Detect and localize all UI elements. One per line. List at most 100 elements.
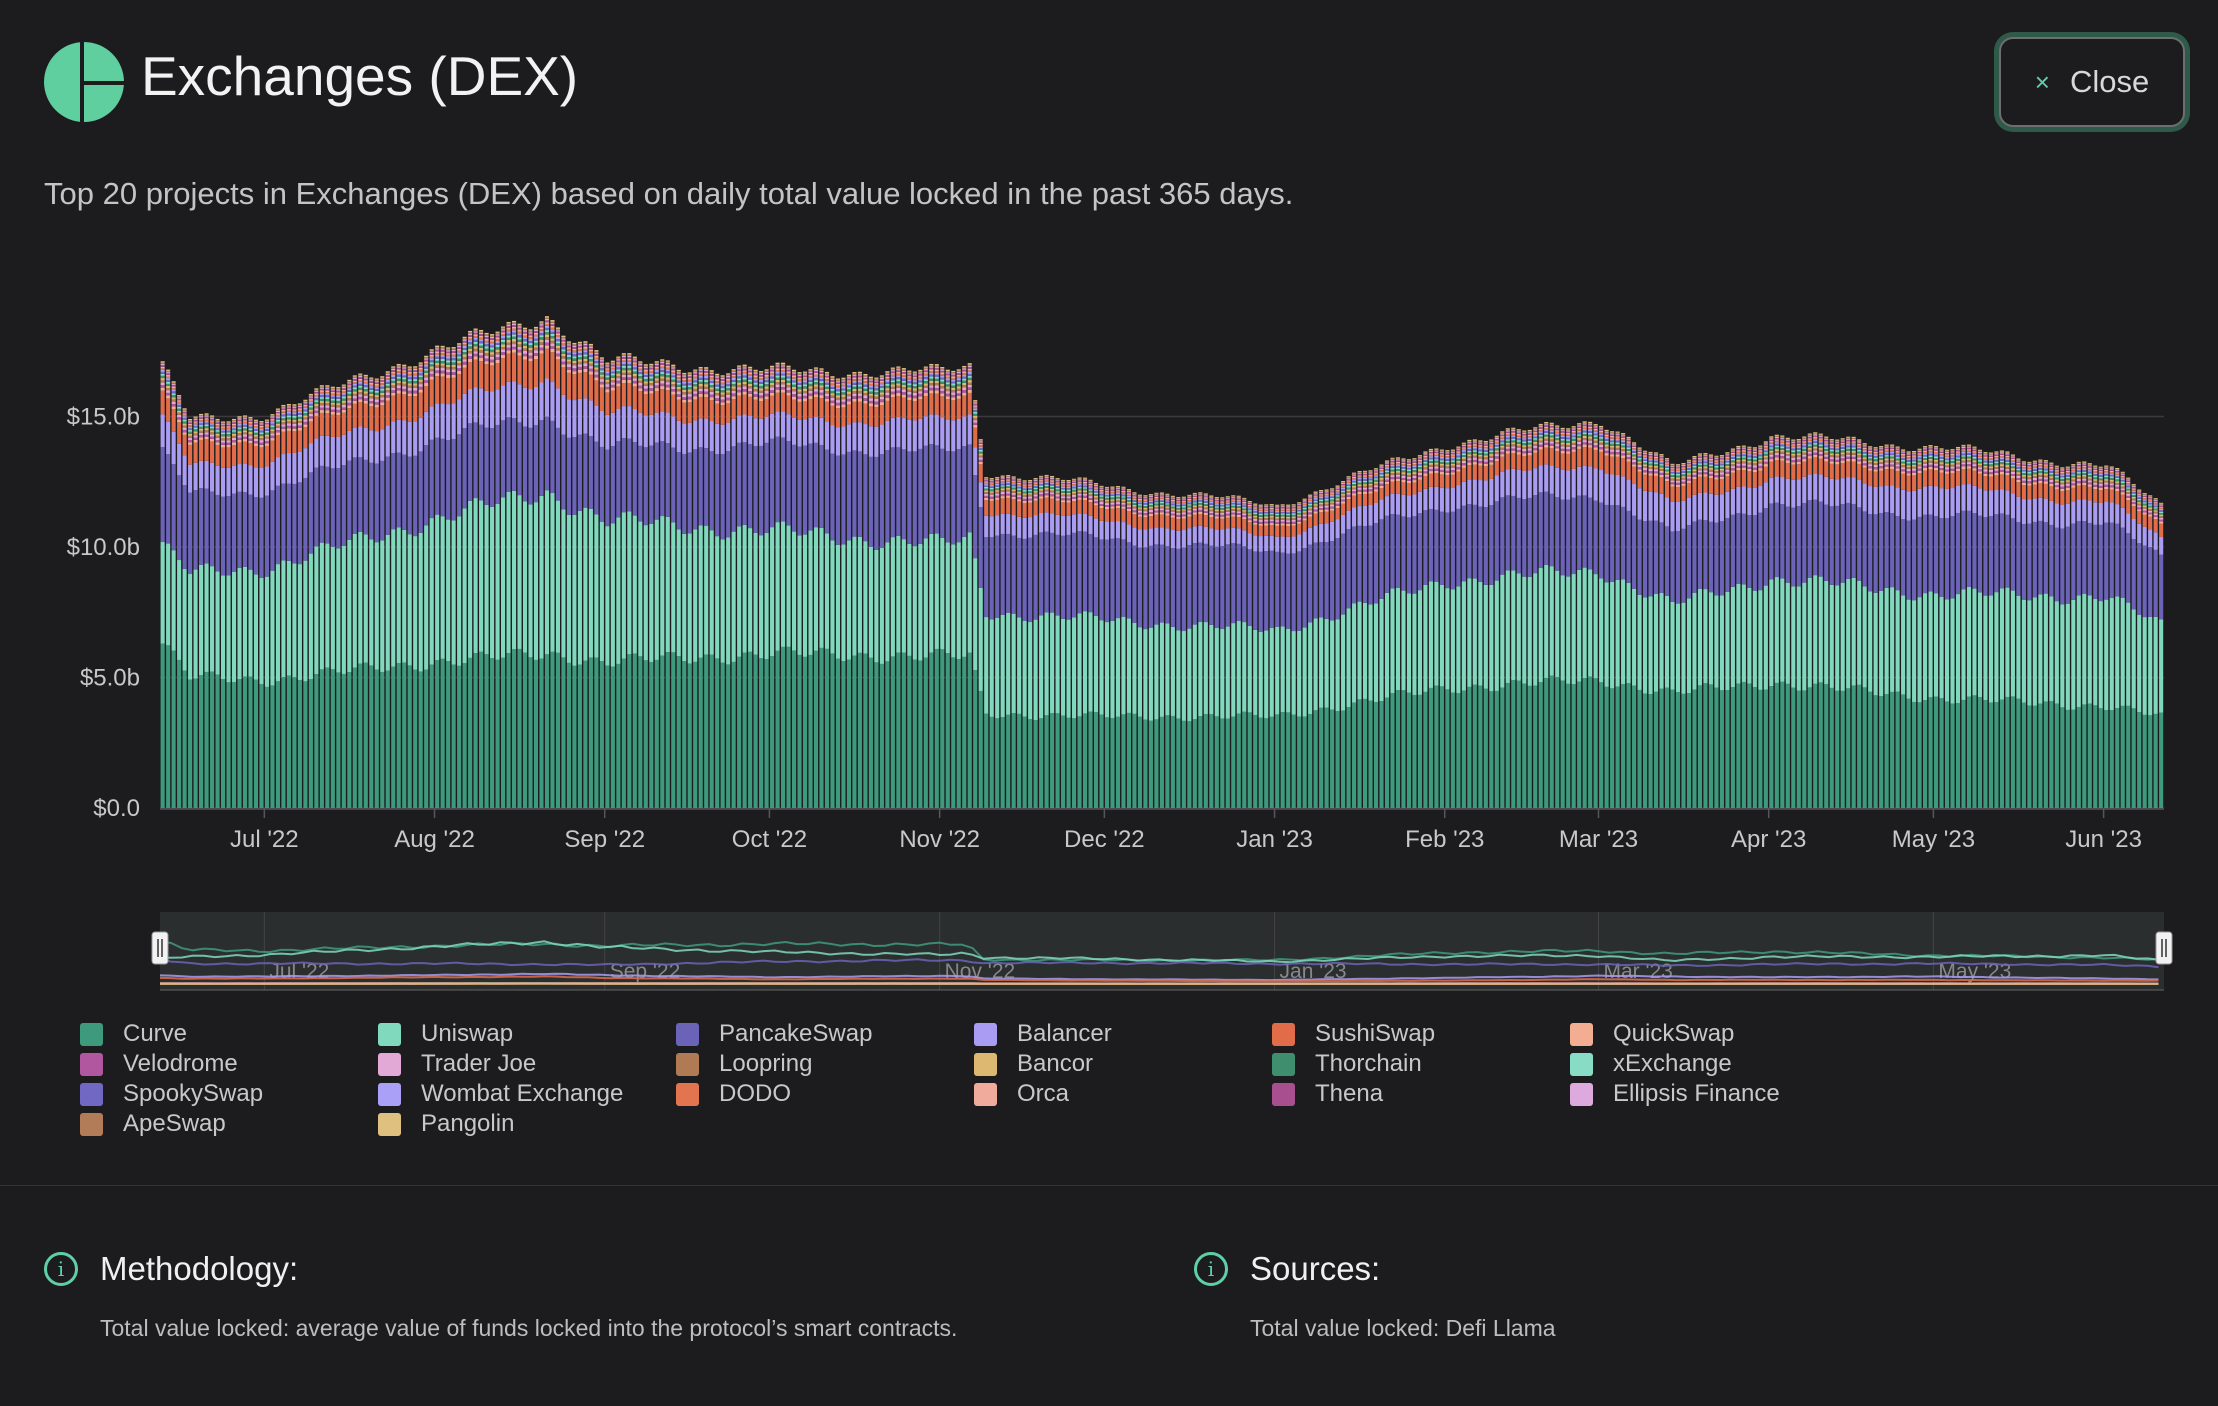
bar-balancer xyxy=(1192,526,1197,543)
bar-dodo xyxy=(1165,499,1170,501)
bar-xexchange xyxy=(682,385,687,388)
bar-bancor xyxy=(1308,507,1313,509)
bar-ellipsis-finance xyxy=(1066,482,1071,484)
bar-apeswap xyxy=(352,376,357,378)
bar-uniswap xyxy=(973,558,978,671)
bar-dodo xyxy=(308,400,313,403)
bar-thena xyxy=(621,357,626,359)
bar-xexchange xyxy=(781,375,786,378)
bar-thorchain xyxy=(654,375,659,379)
bar-curve xyxy=(182,670,187,808)
bar-thorchain xyxy=(1011,487,1016,490)
bar-trader-joe xyxy=(171,401,176,405)
bar-pangolin xyxy=(945,369,950,371)
bar-spookyswap xyxy=(973,410,978,412)
bar-uniswap xyxy=(544,490,550,655)
bar-trader-joe xyxy=(242,434,248,437)
bar-velodrome xyxy=(1077,495,1082,498)
close-button[interactable]: × Close xyxy=(1999,37,2185,127)
bar-wombat-exchange xyxy=(528,338,533,342)
bar-thorchain xyxy=(1077,488,1082,491)
bar-thorchain xyxy=(1253,514,1258,516)
bar-dodo xyxy=(786,373,791,375)
bar-sushiswap xyxy=(1439,474,1444,488)
bar-balancer xyxy=(583,398,588,434)
bar-wombat-exchange xyxy=(704,376,709,379)
bar-loopring xyxy=(363,393,368,396)
bar-thena xyxy=(577,345,582,348)
bar-thena xyxy=(1231,498,1236,500)
bar-apeswap xyxy=(1412,459,1417,461)
bar-apeswap xyxy=(1176,498,1181,500)
bar-curve xyxy=(1121,714,1126,808)
bar-loopring xyxy=(704,386,709,389)
bar-trader-joe xyxy=(934,385,939,388)
bar-uniswap xyxy=(484,504,489,655)
bar-wombat-exchange xyxy=(956,378,961,381)
bar-spookyswap xyxy=(1022,488,1027,491)
bar-thena xyxy=(737,369,742,372)
bar-pancakeswap xyxy=(594,441,599,515)
bar-dodo xyxy=(1522,436,1527,439)
bar-trader-joe xyxy=(215,437,220,441)
bar-apeswap xyxy=(1341,482,1346,484)
bar-thena xyxy=(1088,482,1093,485)
bar-thena xyxy=(286,407,291,410)
bar-quickswap xyxy=(528,358,533,362)
bar-uniswap xyxy=(347,539,352,673)
bar-thena xyxy=(533,331,539,333)
bar-trader-joe xyxy=(786,387,791,391)
bar-xexchange xyxy=(621,365,626,368)
bar-ellipsis-finance xyxy=(1412,460,1417,462)
bar-thena xyxy=(638,365,643,367)
bar-pancakeswap xyxy=(182,485,187,569)
bar-thena xyxy=(1313,494,1318,496)
bar-dodo xyxy=(896,373,901,376)
bar-velodrome xyxy=(468,356,473,359)
bar-pancakeswap xyxy=(1511,495,1516,571)
bar-dodo xyxy=(715,381,720,383)
bar-thena xyxy=(951,374,956,377)
bar-sushiswap xyxy=(308,421,313,444)
bar-balancer xyxy=(896,416,901,448)
bar-bancor xyxy=(264,434,270,437)
bar-quickswap xyxy=(940,393,945,397)
bar-uniswap xyxy=(1423,584,1428,692)
bar-curve xyxy=(643,660,648,808)
bar-loopring xyxy=(166,388,171,391)
bar-pangolin xyxy=(561,335,566,338)
bar-orca xyxy=(704,372,709,375)
bar-quickswap xyxy=(1137,514,1142,517)
bar-pancakeswap xyxy=(413,455,418,537)
bar-spookyswap xyxy=(1472,448,1477,451)
bar-curve xyxy=(1313,710,1318,808)
bar-thena xyxy=(182,411,187,414)
bar-pangolin xyxy=(166,369,171,371)
bar-spookyswap xyxy=(671,375,676,378)
bar-thorchain xyxy=(435,360,440,364)
bar-curve xyxy=(1055,713,1060,808)
bar-thena xyxy=(1483,444,1488,446)
bar-velodrome xyxy=(1297,519,1302,522)
bar-thorchain xyxy=(693,384,698,387)
bar-curve xyxy=(1236,713,1241,808)
bar-pancakeswap xyxy=(1456,508,1461,587)
bar-wombat-exchange xyxy=(1072,485,1077,487)
bar-wombat-exchange xyxy=(270,421,275,424)
bar-loopring xyxy=(665,379,670,383)
bar-pangolin xyxy=(786,365,791,368)
bar-spookyswap xyxy=(1137,502,1142,505)
bar-balancer xyxy=(429,406,434,440)
bar-thorchain xyxy=(588,359,593,362)
bar-thena xyxy=(720,379,725,381)
bar-trader-joe xyxy=(1511,446,1516,449)
bar-loopring xyxy=(259,438,264,441)
bar-xexchange xyxy=(1137,504,1142,506)
bar-pancakeswap xyxy=(1489,505,1494,585)
bar-trader-joe xyxy=(1467,458,1472,461)
bar-quickswap xyxy=(819,395,824,399)
bar-orca xyxy=(1165,497,1170,500)
bar-trader-joe xyxy=(511,344,517,347)
bar-trader-joe xyxy=(797,393,802,397)
bar-trader-joe xyxy=(495,354,500,358)
